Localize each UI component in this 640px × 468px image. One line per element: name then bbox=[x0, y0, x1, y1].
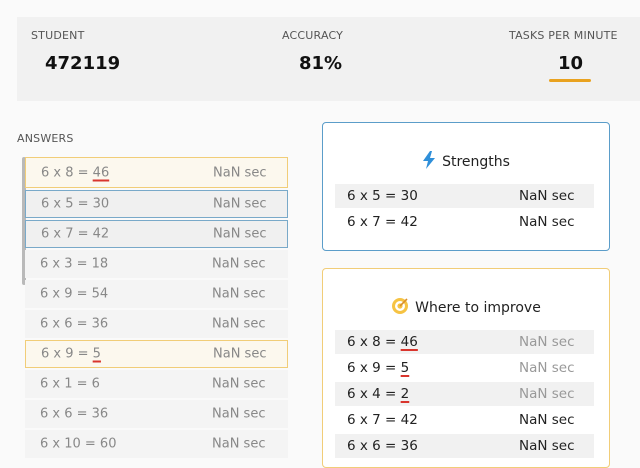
accuracy-value: 81% bbox=[299, 53, 343, 74]
answers-title: ANSWERS bbox=[17, 132, 74, 145]
answer-equation: 6 x 1 = 6 bbox=[40, 376, 100, 392]
answer-row: 6 x 3 = 18 NaN sec bbox=[25, 250, 288, 278]
answer-equation: 6 x 7 = 42 bbox=[41, 226, 110, 242]
answers-list: 6 x 8 = 46 NaN sec 6 x 5 = 30 NaN sec 6 … bbox=[25, 157, 288, 460]
target-icon bbox=[391, 297, 409, 319]
answer-equation: 6 x 3 = 18 bbox=[40, 256, 109, 272]
answer-row: 6 x 5 = 30 NaN sec bbox=[25, 190, 288, 218]
improve-row: 6 x 4 = 2 NaN sec bbox=[335, 382, 594, 406]
answer-time: NaN sec bbox=[213, 226, 267, 242]
answer-time: NaN sec bbox=[213, 196, 267, 212]
student-value: 472119 bbox=[45, 53, 121, 74]
improve-time: NaN sec bbox=[519, 412, 575, 428]
answer-equation: 6 x 6 = 36 bbox=[40, 406, 109, 422]
improve-row: 6 x 6 = 36 NaN sec bbox=[335, 434, 594, 458]
improve-equation: 6 x 6 = 36 bbox=[347, 438, 418, 454]
improve-row: 6 x 7 = 42 NaN sec bbox=[335, 408, 594, 432]
answer-time: NaN sec bbox=[212, 286, 266, 302]
answer-row: 6 x 8 = 46 NaN sec bbox=[25, 157, 288, 188]
student-label: STUDENT bbox=[31, 29, 85, 42]
answer-time: NaN sec bbox=[212, 436, 266, 452]
improve-time: NaN sec bbox=[519, 438, 575, 454]
wrong-answer: 2 bbox=[400, 386, 410, 402]
answer-time: NaN sec bbox=[213, 165, 267, 180]
improve-time: NaN sec bbox=[519, 334, 575, 350]
strengths-title: Strengths bbox=[323, 151, 609, 173]
answer-time: NaN sec bbox=[212, 406, 266, 422]
answer-equation: 6 x 10 = 60 bbox=[40, 436, 117, 452]
improve-row: 6 x 9 = 5 NaN sec bbox=[335, 356, 594, 380]
strengths-title-text: Strengths bbox=[442, 154, 510, 170]
improve-equation: 6 x 4 = bbox=[347, 386, 401, 402]
answer-row: 6 x 9 = 54 NaN sec bbox=[25, 280, 288, 308]
improve-equation: 6 x 9 = bbox=[347, 360, 401, 376]
stats-bar: STUDENT 472119 ACCURACY 81% TASKS PER MI… bbox=[17, 17, 640, 101]
improve-title-text: Where to improve bbox=[415, 300, 541, 316]
answer-equation: 6 x 8 = bbox=[41, 165, 93, 180]
improve-panel: Where to improve 6 x 8 = 46 NaN sec 6 x … bbox=[322, 268, 610, 468]
wrong-answer: 5 bbox=[92, 346, 101, 362]
answer-equation: 6 x 6 = 36 bbox=[40, 316, 109, 332]
tasks-per-minute-label: TASKS PER MINUTE bbox=[509, 29, 618, 42]
strengths-panel: Strengths 6 x 5 = 30 NaN sec 6 x 7 = 42 … bbox=[322, 122, 610, 251]
answer-time: NaN sec bbox=[213, 346, 267, 362]
strength-equation: 6 x 7 = 42 bbox=[347, 214, 418, 230]
strength-time: NaN sec bbox=[519, 188, 575, 204]
answer-row: 6 x 9 = 5 NaN sec bbox=[25, 340, 288, 368]
tasks-per-minute-underline bbox=[549, 79, 591, 82]
improve-row: 6 x 8 = 46 NaN sec bbox=[335, 330, 594, 354]
wrong-answer: 5 bbox=[400, 360, 410, 376]
strength-time: NaN sec bbox=[519, 214, 575, 230]
answer-row: 6 x 10 = 60 NaN sec bbox=[25, 430, 288, 458]
answers-scrollbar[interactable] bbox=[22, 157, 26, 285]
answer-equation: 6 x 9 = bbox=[41, 346, 93, 362]
improve-time: NaN sec bbox=[519, 386, 575, 402]
wrong-answer: 46 bbox=[92, 165, 110, 180]
accuracy-label: ACCURACY bbox=[282, 29, 344, 42]
improve-equation: 6 x 8 = bbox=[347, 334, 401, 350]
answer-time: NaN sec bbox=[212, 316, 266, 332]
strength-row: 6 x 7 = 42 NaN sec bbox=[335, 210, 594, 234]
strength-equation: 6 x 5 = 30 bbox=[347, 188, 418, 204]
improve-title: Where to improve bbox=[323, 297, 609, 319]
answer-equation: 6 x 9 = 54 bbox=[40, 286, 109, 302]
answer-row: 6 x 7 = 42 NaN sec bbox=[25, 220, 288, 248]
tasks-per-minute-value: 10 bbox=[558, 53, 584, 74]
improve-equation: 6 x 7 = 42 bbox=[347, 412, 418, 428]
lightning-icon bbox=[422, 151, 436, 173]
strength-row: 6 x 5 = 30 NaN sec bbox=[335, 184, 594, 208]
wrong-answer: 46 bbox=[400, 334, 418, 350]
answer-equation: 6 x 5 = 30 bbox=[41, 196, 110, 212]
answer-time: NaN sec bbox=[212, 256, 266, 272]
answer-row: 6 x 6 = 36 NaN sec bbox=[25, 310, 288, 338]
answer-row: 6 x 1 = 6 NaN sec bbox=[25, 370, 288, 398]
answer-time: NaN sec bbox=[212, 376, 266, 392]
answer-row: 6 x 6 = 36 NaN sec bbox=[25, 400, 288, 428]
improve-time: NaN sec bbox=[519, 360, 575, 376]
